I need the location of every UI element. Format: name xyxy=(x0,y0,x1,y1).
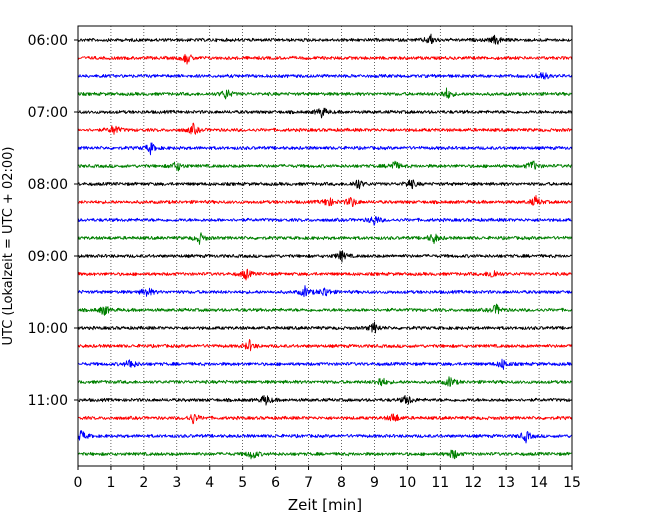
seismic-trace xyxy=(77,376,573,387)
seismic-trace xyxy=(77,413,573,425)
seismic-trace xyxy=(77,142,573,156)
x-tick-label: 0 xyxy=(74,475,83,491)
seismic-trace xyxy=(77,430,573,444)
seismic-trace xyxy=(77,339,573,352)
y-axis-label: UTC (Lokalzeit = UTC + 02:00) xyxy=(1,147,16,346)
plot-frame xyxy=(77,25,573,467)
y-tick-label: 09:00 xyxy=(28,249,68,265)
seismic-trace xyxy=(77,122,573,135)
seismic-trace xyxy=(77,160,573,172)
x-tick-label: 15 xyxy=(563,475,581,491)
seismic-trace xyxy=(77,232,573,245)
x-tick-label: 1 xyxy=(106,475,115,491)
seismic-trace xyxy=(77,194,573,208)
x-tick-label: 12 xyxy=(464,475,482,491)
seismic-trace xyxy=(77,216,573,226)
y-tick-label: 11:00 xyxy=(28,393,68,409)
x-tick-label: 8 xyxy=(337,475,346,491)
y-tick-label: 08:00 xyxy=(28,177,68,193)
x-tick-label: 6 xyxy=(271,475,280,491)
seismic-trace xyxy=(77,285,573,298)
x-tick-label: 9 xyxy=(370,475,379,491)
seismic-trace xyxy=(77,107,573,119)
seismic-trace xyxy=(77,394,573,406)
seismic-trace xyxy=(77,250,573,263)
x-tick-label: 4 xyxy=(205,475,214,491)
seismic-trace xyxy=(77,33,573,45)
y-axis: 06:00 07:00 08:00 09:00 10:00 11:00 xyxy=(28,33,78,409)
x-tick-label: 13 xyxy=(497,475,515,491)
seismic-trace xyxy=(77,449,573,460)
x-tick-label: 5 xyxy=(238,475,247,491)
seismic-trace xyxy=(77,53,573,65)
x-tick-label: 11 xyxy=(431,475,449,491)
seismic-trace xyxy=(77,358,573,370)
x-tick-label: 7 xyxy=(304,475,313,491)
grid-layer xyxy=(110,26,540,466)
x-axis-label: Zeit [min] xyxy=(288,496,362,514)
y-tick-label: 07:00 xyxy=(28,105,68,121)
x-tick-label: 2 xyxy=(139,475,148,491)
seismic-trace xyxy=(77,179,573,190)
x-tick-label: 10 xyxy=(398,475,416,491)
x-tick-label: 3 xyxy=(172,475,181,491)
x-axis: 0 1 2 3 4 5 6 7 8 9 10 11 12 13 14 15 xyxy=(74,466,581,491)
y-tick-label: 10:00 xyxy=(28,321,68,337)
seismic-trace xyxy=(77,268,573,281)
seismic-trace xyxy=(77,72,573,80)
trace-layer xyxy=(77,33,573,460)
y-tick-label: 06:00 xyxy=(28,33,68,49)
seismic-trace xyxy=(77,87,573,100)
seismic-trace xyxy=(77,321,573,334)
seismic-trace xyxy=(77,303,573,316)
x-tick-label: 14 xyxy=(530,475,548,491)
